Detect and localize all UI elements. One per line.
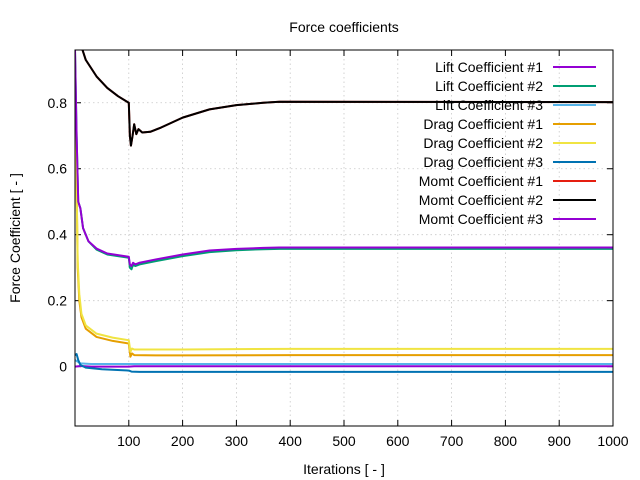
- legend-label: Momt Coefficient #1: [419, 173, 543, 189]
- y-tick-label: 0.4: [48, 227, 68, 243]
- y-tick-label: 0.2: [48, 293, 68, 309]
- legend-label: Momt Coefficient #2: [419, 192, 543, 208]
- x-axis-label: Iterations [ - ]: [303, 461, 385, 477]
- x-tick-label: 500: [332, 433, 356, 449]
- legend-label: Drag Coefficient #1: [423, 116, 543, 132]
- x-tick-label: 400: [279, 433, 303, 449]
- series-line-6: [75, 353, 613, 373]
- x-tick-label: 1000: [597, 433, 628, 449]
- y-tick-label: 0.8: [48, 95, 68, 111]
- legend: Lift Coefficient #1 Lift Coefficient #2 Li…: [419, 59, 596, 227]
- y-tick-label: 0.6: [48, 161, 68, 177]
- x-tick-label: 700: [440, 433, 464, 449]
- y-tick-label: 0: [59, 359, 67, 375]
- series-line-1: [75, 364, 613, 368]
- legend-label: Lift Coefficient #2: [435, 78, 543, 94]
- x-tick-label: 900: [548, 433, 572, 449]
- x-tick-label: 300: [225, 433, 249, 449]
- plot-frame: [74, 49, 614, 427]
- x-tick-label: 100: [117, 433, 141, 449]
- series-line-9: [75, 50, 613, 268]
- axis-ticks: 100 200 300 400 500 600 700 800 900 1000 0 0.2 0.4 0.…: [48, 50, 629, 449]
- chart-title: Force coefficients: [289, 19, 398, 35]
- legend-label: Drag Coefficient #2: [423, 135, 543, 151]
- series-lines: [75, 50, 613, 373]
- y-axis-label: Force Coefficient [ - ]: [7, 173, 23, 303]
- legend-label: Drag Coefficient #3: [423, 154, 543, 170]
- legend-label: Lift Coefficient #1: [435, 59, 543, 75]
- x-tick-label: 600: [386, 433, 410, 449]
- x-tick-label: 800: [494, 433, 518, 449]
- legend-label: Lift Coefficient #3: [435, 97, 543, 113]
- x-tick-label: 200: [171, 433, 195, 449]
- series-line-8: [81, 50, 613, 147]
- series-line-5: [75, 109, 613, 353]
- legend-label: Momt Coefficient #3: [419, 211, 543, 227]
